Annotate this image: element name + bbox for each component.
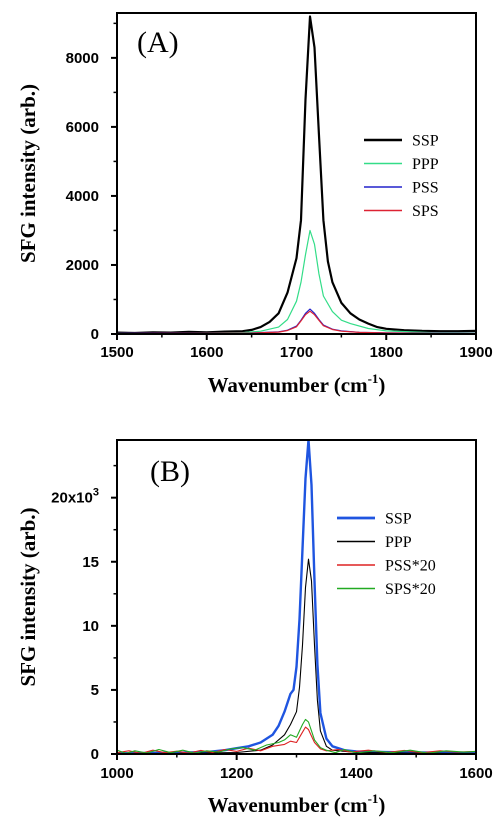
series-line-pss20 xyxy=(117,726,476,754)
panel-label: (A) xyxy=(137,26,179,59)
y-tick-label: 20x103 xyxy=(51,487,99,507)
x-axis-title: Wavenumber (cm-1) xyxy=(208,371,386,397)
legend-label: SSP xyxy=(412,133,439,150)
legend-label: PSS*20 xyxy=(385,558,436,575)
x-tick-label: 1500 xyxy=(100,344,133,361)
chart-panel-0: 1500 1600 1700 1800 1900 0 2000 4000 6000 8000 Wav… xyxy=(16,12,493,397)
y-tick-label: 0 xyxy=(91,326,99,343)
x-axis-title: Wavenumber (cm-1) xyxy=(208,791,386,817)
y-axis-title: SFG intensity (arb.) xyxy=(16,84,40,263)
series-line-pss xyxy=(117,308,476,334)
y-axis-title: SFG intensity (arb.) xyxy=(16,507,40,686)
legend-label: PSS xyxy=(412,180,439,197)
legend-label: SSP xyxy=(385,511,412,528)
plot-frame xyxy=(116,12,477,335)
y-tick-label: 2000 xyxy=(66,257,99,274)
chart-panel-1: 1000 1200 1400 1600 0 5 10 15 20x103 Wavenumber (… xyxy=(16,439,493,817)
y-tick-label: 5 xyxy=(91,682,99,699)
legend-label: SPS*20 xyxy=(385,581,436,598)
y-tick-exponent: 3 xyxy=(93,487,99,499)
x-tick-label: 1800 xyxy=(370,344,403,361)
x-tick-label: 1900 xyxy=(459,344,492,361)
x-tick-label: 1400 xyxy=(340,765,373,782)
x-tick-label: 1700 xyxy=(280,344,313,361)
legend: SSP PPP PSS*20 SPS*20 xyxy=(337,511,436,598)
y-tick-label: 4000 xyxy=(66,188,99,205)
legend: SSP PPP PSS SPS xyxy=(364,133,439,220)
legend-label: SPS xyxy=(412,203,439,220)
y-tick-label: 6000 xyxy=(66,119,99,136)
series-line-ppp xyxy=(117,229,476,334)
series-line-ppp xyxy=(117,558,476,754)
x-tick-label: 1000 xyxy=(100,765,133,782)
legend-label: PPP xyxy=(385,534,412,551)
x-tick-label: 1600 xyxy=(459,765,492,782)
y-tick-label: 0 xyxy=(91,746,99,763)
legend-label: PPP xyxy=(412,156,439,173)
x-tick-label: 1200 xyxy=(220,765,253,782)
y-tick-label: 15 xyxy=(82,554,99,571)
panel-label: (B) xyxy=(150,455,190,488)
x-tick-label: 1600 xyxy=(190,344,223,361)
y-tick-label: 10 xyxy=(82,618,99,635)
series-line-ssp xyxy=(117,15,476,334)
y-tick-label: 8000 xyxy=(66,50,99,67)
series-line-sps20 xyxy=(117,718,476,754)
